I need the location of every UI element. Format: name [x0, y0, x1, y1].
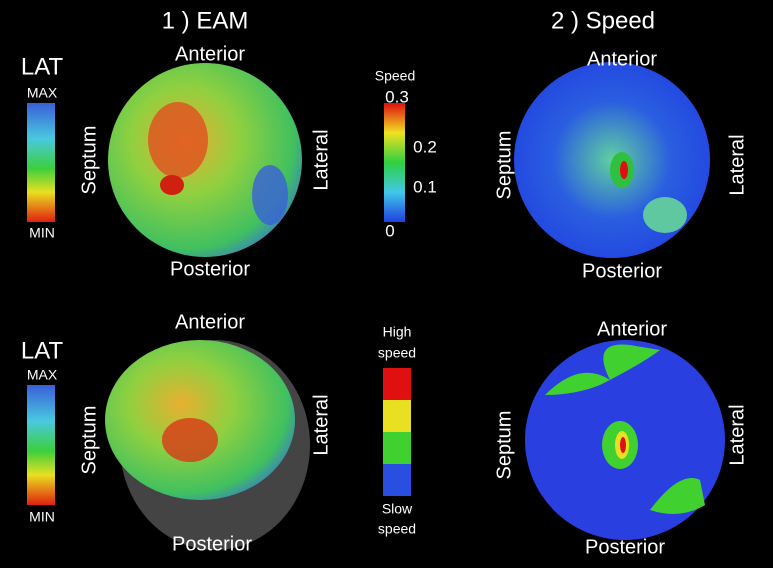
legend-label: speed [378, 521, 416, 537]
legend-label: MIN [29, 509, 55, 525]
column-title: 2 ) Speed [551, 7, 655, 34]
eam-3d-map [105, 340, 310, 550]
speed-map [514, 62, 710, 258]
anterior-label: Anterior [175, 43, 245, 65]
legend-label: Slow [382, 501, 413, 517]
legend-label: MAX [27, 85, 58, 101]
legend-label: speed [378, 345, 416, 361]
colorbar-tick: 0.1 [413, 177, 437, 196]
colorbar-title: Speed [375, 68, 415, 84]
anterior-label: Anterior [175, 311, 245, 333]
septum-label: Septum [493, 411, 515, 480]
legend-label: MIN [29, 225, 55, 241]
legend-label: High [383, 324, 412, 340]
lateral-label: Lateral [310, 129, 332, 190]
colorbar-tick: 0.3 [385, 87, 409, 106]
speed-category-legend: High speed Slow speed [378, 324, 416, 537]
posterior-label: Posterior [585, 536, 665, 558]
column-title: 1 ) EAM [162, 7, 249, 34]
posterior-label: Posterior [172, 533, 252, 555]
anterior-label: Anterior [587, 48, 657, 70]
legend-title: LAT [21, 53, 64, 80]
lateral-label: Lateral [726, 134, 748, 195]
anterior-label: Anterior [597, 318, 667, 340]
septum-label: Septum [78, 126, 100, 195]
septum-label: Septum [78, 406, 100, 475]
speed-colorbar: Speed 0.3 0.2 0.1 0 [375, 68, 437, 241]
colorbar-tick: 0.2 [413, 137, 437, 156]
septum-label: Septum [493, 131, 515, 200]
eam-map [108, 63, 302, 257]
lateral-label: Lateral [310, 394, 332, 455]
legend-label: MAX [27, 367, 58, 383]
posterior-label: Posterior [170, 258, 250, 280]
colorbar-tick: 0 [385, 221, 394, 240]
lat-legend: LAT MAX MIN [21, 337, 64, 524]
lateral-label: Lateral [726, 404, 748, 465]
speed-category-map [525, 340, 725, 540]
legend-title: LAT [21, 337, 64, 364]
lat-legend: LAT MAX MIN [21, 53, 64, 240]
posterior-label: Posterior [582, 260, 662, 282]
